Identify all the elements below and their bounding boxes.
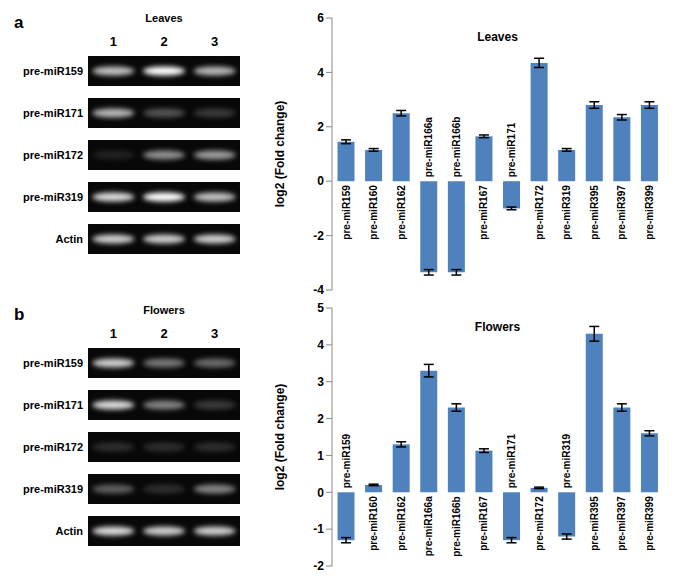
svg-text:-2: -2 xyxy=(313,559,324,573)
svg-text:pre-miR167: pre-miR167 xyxy=(478,185,489,240)
svg-text:pre-miR171: pre-miR171 xyxy=(506,433,517,488)
svg-text:pre-miR171: pre-miR171 xyxy=(506,122,517,177)
svg-text:3: 3 xyxy=(211,326,218,341)
svg-text:5: 5 xyxy=(317,301,324,315)
svg-text:pre-miR319: pre-miR319 xyxy=(561,185,572,240)
svg-text:pre-miR395: pre-miR395 xyxy=(589,185,600,240)
svg-text:pre-miR319: pre-miR319 xyxy=(23,483,83,495)
svg-text:b: b xyxy=(14,305,24,324)
svg-text:0: 0 xyxy=(317,174,324,188)
svg-text:pre-miR395: pre-miR395 xyxy=(589,496,600,551)
svg-text:pre-miR160: pre-miR160 xyxy=(368,185,379,240)
svg-text:pre-miR172: pre-miR172 xyxy=(534,185,545,240)
svg-text:pre-miR166b: pre-miR166b xyxy=(451,117,462,178)
svg-text:-2: -2 xyxy=(313,229,324,243)
svg-text:log2 (Fold change): log2 (Fold change) xyxy=(273,384,287,491)
svg-text:-4: -4 xyxy=(313,283,324,297)
svg-text:pre-miR397: pre-miR397 xyxy=(616,185,627,240)
svg-text:pre-miR160: pre-miR160 xyxy=(368,496,379,551)
svg-text:pre-miR166b: pre-miR166b xyxy=(451,496,462,557)
svg-text:1: 1 xyxy=(110,326,117,341)
svg-text:pre-miR159: pre-miR159 xyxy=(341,185,352,240)
svg-text:3: 3 xyxy=(317,375,324,389)
html-text:Flowers: Flowers xyxy=(474,320,521,334)
svg-text:Actin: Actin xyxy=(56,525,84,537)
svg-text:pre-miR172: pre-miR172 xyxy=(534,496,545,551)
svg-text:0: 0 xyxy=(317,486,324,500)
svg-text:Leaves: Leaves xyxy=(145,12,182,24)
svg-text:-1: -1 xyxy=(313,522,324,536)
svg-text:pre-miR162: pre-miR162 xyxy=(396,496,407,551)
svg-text:1: 1 xyxy=(110,34,117,49)
svg-text:2: 2 xyxy=(160,326,167,341)
svg-text:pre-miR159: pre-miR159 xyxy=(23,65,83,77)
svg-text:pre-miR171: pre-miR171 xyxy=(23,107,83,119)
svg-text:3: 3 xyxy=(211,34,218,49)
svg-text:2: 2 xyxy=(317,120,324,134)
svg-text:pre-miR171: pre-miR171 xyxy=(23,399,83,411)
svg-text:pre-miR172: pre-miR172 xyxy=(23,441,83,453)
svg-text:6: 6 xyxy=(317,11,324,25)
svg-text:pre-miR397: pre-miR397 xyxy=(616,496,627,551)
svg-text:pre-miR319: pre-miR319 xyxy=(23,191,83,203)
svg-text:pre-miR319: pre-miR319 xyxy=(561,433,572,488)
svg-text:pre-miR166a: pre-miR166a xyxy=(423,117,434,177)
svg-text:pre-miR159: pre-miR159 xyxy=(23,357,83,369)
svg-text:pre-miR162: pre-miR162 xyxy=(396,185,407,240)
svg-text:pre-miR399: pre-miR399 xyxy=(644,185,655,240)
svg-text:4: 4 xyxy=(317,66,324,80)
svg-text:pre-miR172: pre-miR172 xyxy=(23,149,83,161)
svg-text:a: a xyxy=(14,13,24,32)
svg-text:pre-miR167: pre-miR167 xyxy=(478,496,489,551)
svg-text:4: 4 xyxy=(317,338,324,352)
svg-text:Flowers: Flowers xyxy=(143,304,185,316)
svg-text:pre-miR166a: pre-miR166a xyxy=(423,496,434,556)
svg-text:Actin: Actin xyxy=(56,233,84,245)
svg-text:pre-miR159: pre-miR159 xyxy=(341,433,352,488)
svg-text:2: 2 xyxy=(317,412,324,426)
html-text:Leaves: Leaves xyxy=(477,30,518,44)
svg-text:2: 2 xyxy=(160,34,167,49)
svg-text:log2 (Fold change): log2 (Fold change) xyxy=(273,101,287,208)
svg-text:1: 1 xyxy=(317,449,324,463)
svg-text:pre-miR399: pre-miR399 xyxy=(644,496,655,551)
